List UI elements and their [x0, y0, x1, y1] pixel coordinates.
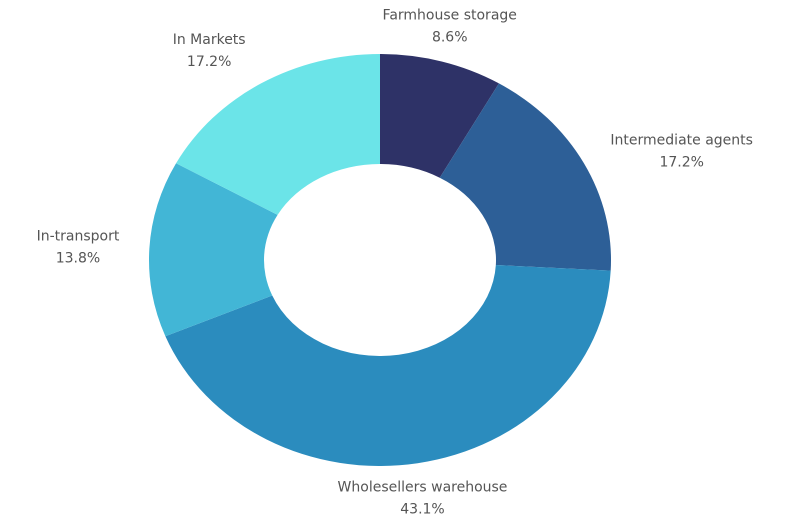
slice-label: In-transport [37, 228, 120, 244]
slice-value: 43.1% [400, 502, 444, 518]
slice-label: Wholesellers warehouse [338, 480, 508, 496]
slice-value: 13.8% [56, 250, 100, 266]
slice-label: Farmhouse storage [383, 8, 517, 24]
slice-label: In Markets [173, 32, 246, 48]
slice-value: 17.2% [659, 155, 703, 171]
donut-slice [149, 163, 278, 337]
slice-value: 17.2% [187, 54, 231, 70]
donut-slice [380, 54, 499, 178]
slice-value: 8.6% [432, 30, 468, 46]
donut-slice [176, 54, 380, 215]
donut-slice [165, 264, 611, 467]
donut-slice [439, 83, 611, 271]
slice-label: Intermediate agents [610, 133, 753, 149]
